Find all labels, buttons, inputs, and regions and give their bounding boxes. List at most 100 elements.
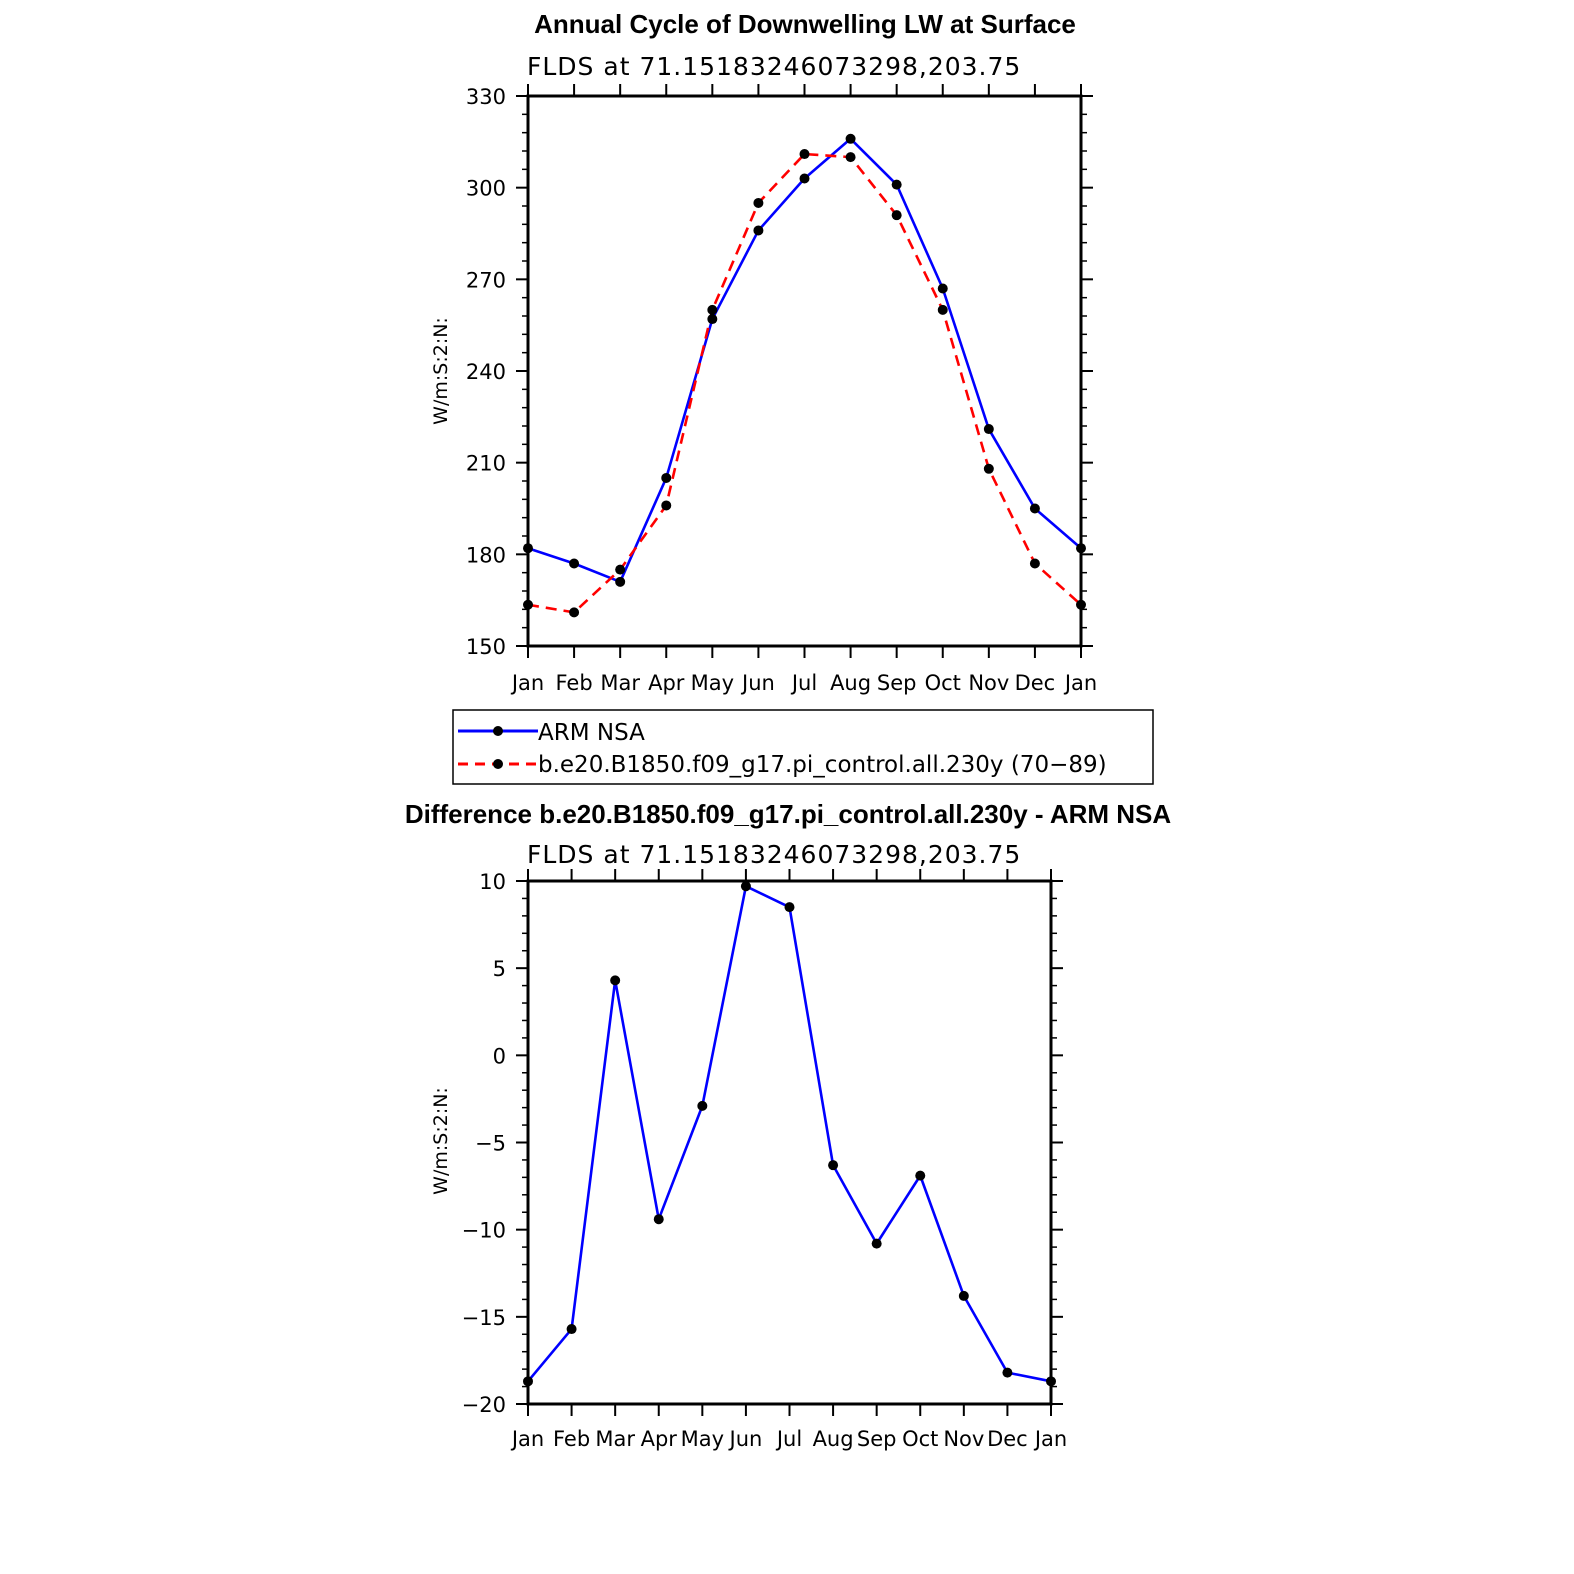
data-point [828,1160,839,1171]
data-point [1029,503,1040,514]
data-point [1076,599,1086,610]
y-axis-label: W/m:S:2:N: [430,317,452,425]
y-tick-label: −10 [462,1219,506,1243]
y-tick-label: −20 [462,1393,506,1417]
data-point [523,543,533,554]
x-tick-label: Jan [510,1427,544,1451]
data-point [983,424,994,435]
legend-marker-model [493,759,503,769]
x-tick-label: Jul [790,671,817,695]
data-point [707,314,718,325]
series-line-0 [527,884,1052,1383]
x-tick-label: Nov [943,1427,984,1451]
x-tick-label: Aug [830,671,871,695]
data-point [569,607,580,618]
y-tick-label: 270 [466,268,506,292]
x-tick-label: Aug [813,1427,854,1451]
data-point [740,881,751,892]
legend-entry-model: b.e20.B1850.f09_g17.pi_control.all.230y … [458,752,1107,778]
difference-chart: Difference b.e20.B1850.f09_g17.pi_contro… [405,799,1172,1451]
y-tick-label: 210 [466,452,506,476]
data-point [569,558,580,569]
legend-label-model: b.e20.B1850.f09_g17.pi_control.all.230y … [538,752,1107,778]
axis-ticks [516,84,1093,658]
x-tick-label: Apr [648,671,685,695]
y-tick-label: −5 [475,1132,506,1156]
axis-ticks [516,869,1063,1416]
x-tick-label: Jan [510,671,544,695]
data-point [523,1376,533,1387]
data-point [799,149,810,160]
data-point [753,197,764,208]
y-tick-label: 150 [466,635,506,659]
data-point [915,1170,926,1181]
chart-subtitle: FLDS at 71.15183246073298,203.75 [527,52,1021,81]
y-tick-label: 300 [466,177,506,201]
series-line-1 [527,152,1082,614]
data-point [937,283,948,294]
y-tick-label: −15 [462,1306,506,1330]
x-tick-label: Dec [1015,671,1056,695]
data-point [845,133,856,144]
x-tick-label: May [681,1427,724,1451]
x-tick-label: Jun [740,671,775,695]
y-axis-label: W/m:S:2:N: [430,1087,452,1195]
plot-frame [526,879,1053,1406]
y-tick-label: 10 [479,870,506,894]
data-point [845,152,856,163]
series-points [523,133,1086,618]
x-tick-label: Mar [600,671,640,695]
x-tick-label: Apr [641,1427,678,1451]
x-tick-label: Oct [902,1427,938,1451]
data-point [566,1324,577,1335]
y-tick-label: 330 [466,85,506,109]
y-tick-label: 180 [466,543,506,567]
data-point [983,463,994,474]
x-tick-label: Sep [877,671,917,695]
data-point [958,1290,969,1301]
y-tick-label: 5 [493,957,506,981]
x-tick-label: Jan [1063,671,1097,695]
annual-cycle-chart: Annual Cycle of Downwelling LW at Surfac… [430,9,1097,695]
legend-label-arm-nsa: ARM NSA [538,720,645,746]
data-point [610,975,621,986]
series-line-0 [527,137,1082,584]
data-point [799,173,810,184]
y-tick-label: 240 [466,360,506,384]
chart-title: Difference b.e20.B1850.f09_g17.pi_contro… [405,799,1172,829]
data-point [871,1238,882,1249]
series-lines [527,884,1052,1383]
x-tick-label: Jun [728,1427,763,1451]
y-tick-labels: −20 −15 −10 −5 0 5 10 [462,870,506,1417]
data-point [891,210,902,221]
data-point [891,179,902,190]
legend: ARM NSA b.e20.B1850.f09_g17.pi_control.a… [452,709,1154,785]
x-tick-label: Jan [1033,1427,1067,1451]
data-point [937,304,948,315]
x-tick-label: Feb [555,671,592,695]
y-tick-label: 0 [493,1044,506,1068]
data-point [1002,1367,1013,1378]
x-tick-labels: Jan Feb Mar Apr May Jun Jul Aug Sep Oct Nov Dec Jan [510,671,1097,695]
data-point [1029,558,1040,569]
data-point [661,500,672,511]
y-tick-labels: 150 180 210 240 270 300 330 [466,85,506,659]
x-tick-label: Feb [553,1427,590,1451]
data-point [523,599,533,610]
x-tick-label: Sep [857,1427,897,1451]
chart-subtitle: FLDS at 71.15183246073298,203.75 [527,840,1021,869]
data-point [697,1100,708,1111]
x-tick-label: May [691,671,734,695]
x-tick-label: Mar [595,1427,635,1451]
data-point [661,472,672,483]
legend-entry-arm-nsa: ARM NSA [458,720,645,746]
data-point [1046,1376,1056,1387]
data-point [615,564,626,575]
x-tick-label: Nov [968,671,1009,695]
legend-marker-arm-nsa [493,726,503,736]
data-point [653,1214,664,1225]
series-points [523,881,1056,1387]
data-point [615,576,626,587]
x-tick-label: Dec [987,1427,1028,1451]
